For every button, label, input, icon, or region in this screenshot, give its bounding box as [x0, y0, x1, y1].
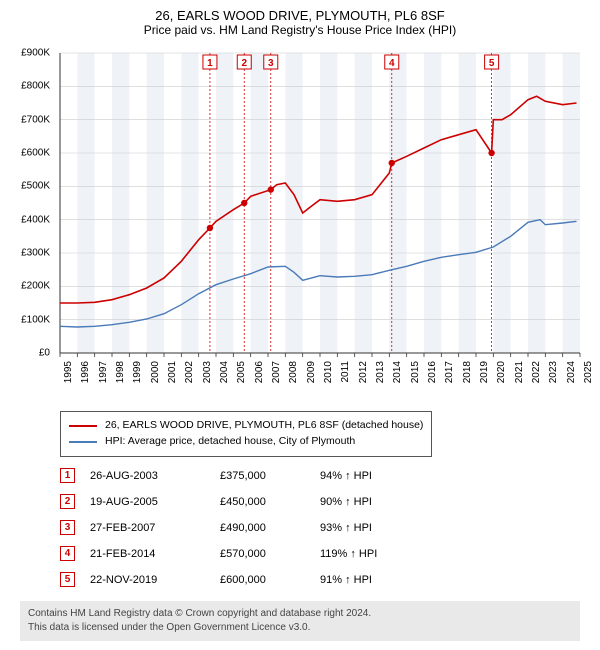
- svg-text:2: 2: [241, 58, 247, 69]
- x-axis-label: 2018: [462, 361, 473, 383]
- y-axis-label: £0: [10, 348, 50, 359]
- chart: 1 2 3 4 5 £0 £100K £200K £300K £400K £500K £600K £7…: [10, 43, 590, 403]
- legend-swatch: [69, 441, 97, 443]
- chart-svg: 1 2 3 4 5: [10, 43, 590, 403]
- sale-pct: 119% ↑ HPI: [320, 548, 430, 560]
- sale-marker-box: 5: [60, 572, 75, 587]
- svg-text:1: 1: [207, 58, 213, 69]
- x-axis-label: 2017: [444, 361, 455, 383]
- svg-text:3: 3: [268, 58, 274, 69]
- y-axis-label: £500K: [10, 181, 50, 192]
- sale-price: £570,000: [220, 548, 320, 560]
- x-axis-label: 1998: [115, 361, 126, 383]
- y-axis-label: £800K: [10, 81, 50, 92]
- sale-pct: 90% ↑ HPI: [320, 496, 430, 508]
- sale-price: £375,000: [220, 470, 320, 482]
- svg-text:4: 4: [389, 58, 395, 69]
- x-axis-label: 2014: [392, 361, 403, 383]
- y-axis-label: £400K: [10, 214, 50, 225]
- y-axis-label: £900K: [10, 48, 50, 59]
- legend-swatch: [69, 425, 97, 427]
- x-axis-label: 1999: [132, 361, 143, 383]
- y-axis-label: £100K: [10, 314, 50, 325]
- sale-row: 2 19-AUG-2005£450,00090% ↑ HPI: [60, 489, 580, 515]
- x-axis-label: 2013: [375, 361, 386, 383]
- x-axis-label: 2007: [271, 361, 282, 383]
- sale-marker-box: 4: [60, 546, 75, 561]
- x-axis-label: 2002: [184, 361, 195, 383]
- x-axis-label: 2006: [254, 361, 265, 383]
- sale-marker-box: 2: [60, 494, 75, 509]
- legend-label: HPI: Average price, detached house, City…: [105, 434, 355, 450]
- x-axis-label: 2022: [531, 361, 542, 383]
- title-address: 26, EARLS WOOD DRIVE, PLYMOUTH, PL6 8SF: [10, 8, 590, 23]
- x-axis-label: 2003: [202, 361, 213, 383]
- x-axis-label: 2008: [288, 361, 299, 383]
- x-axis-label: 1995: [63, 361, 74, 383]
- x-axis-label: 2010: [323, 361, 334, 383]
- x-axis-label: 2009: [306, 361, 317, 383]
- legend-label: 26, EARLS WOOD DRIVE, PLYMOUTH, PL6 8SF …: [105, 418, 423, 434]
- legend: 26, EARLS WOOD DRIVE, PLYMOUTH, PL6 8SF …: [60, 411, 432, 457]
- footnote-line: Contains HM Land Registry data © Crown c…: [28, 607, 572, 621]
- x-axis-label: 2020: [496, 361, 507, 383]
- title-subtitle: Price paid vs. HM Land Registry's House …: [10, 23, 590, 37]
- legend-item: 26, EARLS WOOD DRIVE, PLYMOUTH, PL6 8SF …: [69, 418, 423, 434]
- x-axis-label: 2015: [410, 361, 421, 383]
- y-axis-label: £200K: [10, 281, 50, 292]
- x-axis-label: 1997: [98, 361, 109, 383]
- sale-price: £450,000: [220, 496, 320, 508]
- sale-date: 22-NOV-2019: [90, 574, 220, 586]
- sale-row: 4 21-FEB-2014£570,000119% ↑ HPI: [60, 541, 580, 567]
- y-axis-label: £700K: [10, 114, 50, 125]
- x-axis-label: 2021: [514, 361, 525, 383]
- sale-date: 27-FEB-2007: [90, 522, 220, 534]
- sale-pct: 93% ↑ HPI: [320, 522, 430, 534]
- x-axis-label: 2012: [358, 361, 369, 383]
- svg-text:5: 5: [489, 58, 495, 69]
- x-axis-label: 2001: [167, 361, 178, 383]
- x-axis-label: 2025: [583, 361, 594, 383]
- sale-date: 21-FEB-2014: [90, 548, 220, 560]
- sale-price: £490,000: [220, 522, 320, 534]
- sale-marker-box: 1: [60, 468, 75, 483]
- sale-pct: 94% ↑ HPI: [320, 470, 430, 482]
- x-axis-label: 2023: [548, 361, 559, 383]
- x-axis-label: 2000: [150, 361, 161, 383]
- sale-price: £600,000: [220, 574, 320, 586]
- x-axis-label: 2016: [427, 361, 438, 383]
- x-axis-label: 1996: [80, 361, 91, 383]
- y-axis-label: £300K: [10, 248, 50, 259]
- figure-container: 26, EARLS WOOD DRIVE, PLYMOUTH, PL6 8SF …: [0, 0, 600, 650]
- sale-row: 1 26-AUG-2003£375,00094% ↑ HPI: [60, 463, 580, 489]
- sale-date: 26-AUG-2003: [90, 470, 220, 482]
- footnote: Contains HM Land Registry data © Crown c…: [20, 601, 580, 641]
- x-axis-label: 2011: [340, 361, 351, 383]
- sale-marker-box: 3: [60, 520, 75, 535]
- sale-row: 3 27-FEB-2007£490,00093% ↑ HPI: [60, 515, 580, 541]
- x-axis-label: 2005: [236, 361, 247, 383]
- x-axis-label: 2019: [479, 361, 490, 383]
- sale-row: 5 22-NOV-2019£600,00091% ↑ HPI: [60, 567, 580, 593]
- x-axis-label: 2024: [566, 361, 577, 383]
- y-axis-label: £600K: [10, 148, 50, 159]
- sale-date: 19-AUG-2005: [90, 496, 220, 508]
- x-axis-label: 2004: [219, 361, 230, 383]
- legend-item: HPI: Average price, detached house, City…: [69, 434, 423, 450]
- footnote-line: This data is licensed under the Open Gov…: [28, 621, 572, 635]
- sales-table: 1 26-AUG-2003£375,00094% ↑ HPI 2 19-AUG-200…: [60, 463, 580, 593]
- sale-pct: 91% ↑ HPI: [320, 574, 430, 586]
